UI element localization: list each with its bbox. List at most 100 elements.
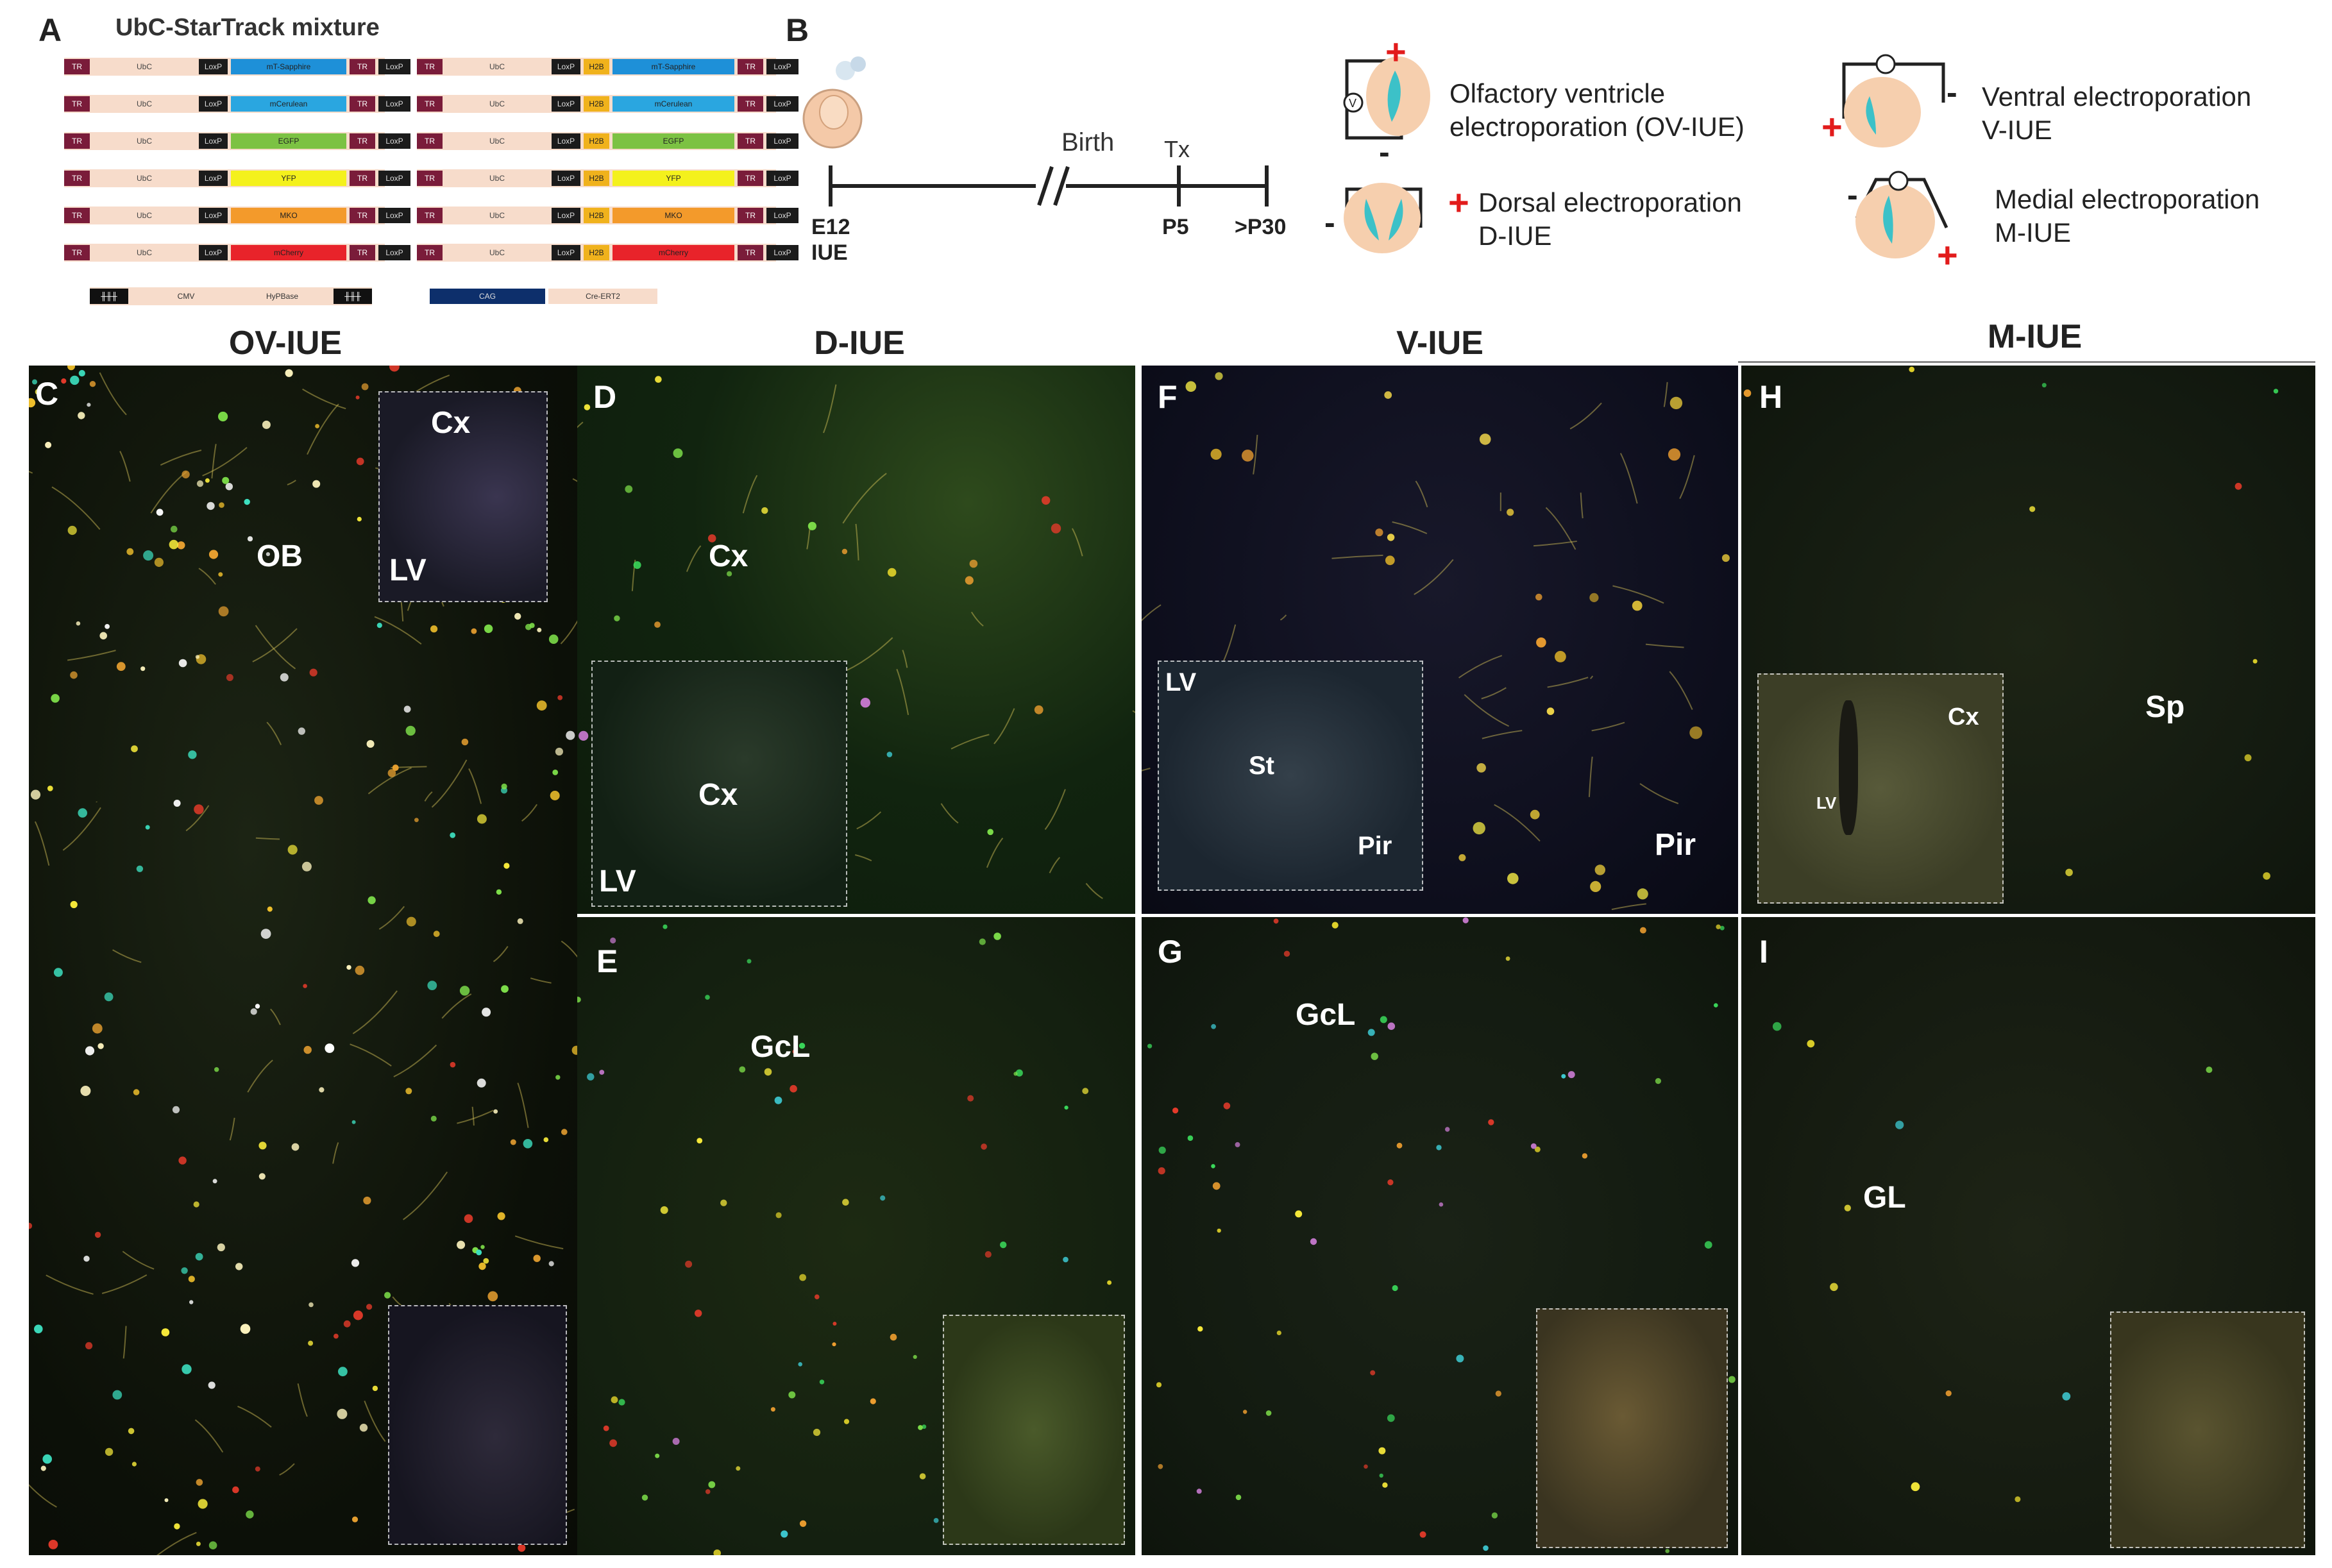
construct-gene: mCerulean [231, 96, 346, 112]
labeled-cell [315, 424, 319, 428]
labeled-cell [47, 786, 53, 791]
construct-tr-left: TR [417, 133, 443, 149]
labeled-cell [987, 829, 993, 836]
construct-lox: LoxP [199, 245, 228, 260]
labeled-cell [178, 659, 187, 668]
hypbase-construct: ╫╫╫ CMV HyPBase ╫╫╫ [90, 287, 372, 305]
construct-tag: H2B [584, 208, 609, 223]
labeled-cell [145, 825, 150, 830]
labeled-cell [503, 863, 510, 869]
panel-f-region-pir: Pir [1655, 828, 1696, 862]
labeled-cell [189, 1300, 194, 1304]
labeled-cell [173, 800, 181, 807]
construct-lox: LoxP [552, 96, 580, 112]
labeled-cell [1546, 707, 1555, 715]
construct-gene: MKO [231, 208, 346, 223]
hypbase-tr-right: ╫╫╫ [334, 289, 372, 304]
labeled-cell [353, 1310, 363, 1320]
neurite [560, 620, 577, 645]
labeled-cell [497, 1212, 505, 1220]
timeline-e12: E12 [811, 215, 850, 239]
labeled-cell [548, 634, 559, 644]
scheme-dorsal-icon [1344, 183, 1423, 253]
panel-d-inset: Cx LV [591, 661, 847, 907]
labeled-cell [143, 550, 154, 561]
construct-tag: H2B [584, 133, 609, 149]
neurite [686, 545, 702, 572]
neurite [468, 768, 482, 804]
neurite [393, 1044, 437, 1077]
construct-tr-left: TR [417, 208, 443, 223]
labeled-cell [813, 1428, 821, 1437]
neurite [1494, 804, 1541, 842]
labeled-cell [337, 1408, 348, 1419]
labeled-cell [2244, 754, 2252, 762]
panel-f-letter: F [1158, 379, 1178, 415]
panel-e: E GcL [577, 917, 1135, 1555]
labeled-cell [1689, 726, 1703, 739]
labeled-cell [841, 548, 848, 555]
construct-lox-end: LoxP [766, 96, 798, 112]
scheme-ventral-line1: Ventral electroporation [1982, 81, 2252, 112]
neurite [940, 803, 959, 824]
hypbase-enzyme: HyPBase [266, 292, 299, 301]
labeled-cell [99, 632, 107, 640]
labeled-cell [301, 861, 312, 872]
labeled-cell [579, 730, 589, 741]
neurite [577, 421, 584, 428]
ventral-minus: - [1947, 74, 1957, 110]
labeled-cell [67, 525, 77, 535]
labeled-cell [887, 568, 897, 577]
labeled-cell [918, 1425, 923, 1430]
neurite [1533, 540, 1577, 547]
neurite [1590, 675, 1594, 680]
labeled-cell [128, 1428, 135, 1435]
labeled-cell [1211, 1024, 1216, 1029]
labeled-cell [1743, 389, 1752, 397]
labeled-cell [1015, 1069, 1023, 1077]
neurite [845, 637, 893, 671]
neurite [51, 486, 101, 530]
labeled-cell [654, 621, 661, 628]
labeled-cell [501, 783, 507, 789]
scheme-medial-line1: Medial electroporation [1995, 184, 2260, 214]
panel-c-inset-top: Cx LV [378, 391, 548, 602]
labeled-cell [1187, 1135, 1194, 1141]
construct-gene: mT-Sapphire [231, 59, 346, 74]
labeled-cell [1034, 705, 1043, 714]
labeled-cell [798, 1362, 802, 1367]
labeled-cell [325, 1043, 335, 1053]
neurite [160, 450, 202, 466]
labeled-cell [487, 1291, 498, 1302]
labeled-cell [194, 804, 204, 814]
olfactory-minus: - [1379, 134, 1390, 170]
labeled-cell [705, 995, 710, 1000]
construct-gene: YFP [613, 171, 734, 186]
neurite [1569, 402, 1602, 430]
neurite [514, 1235, 564, 1250]
construct-lox-end: LoxP [378, 59, 410, 74]
labeled-cell [543, 1137, 549, 1142]
labeled-cell [870, 1398, 876, 1404]
labeled-cell [1380, 1016, 1387, 1024]
labeled-cell [886, 752, 893, 757]
labeled-cell [312, 480, 321, 488]
panel-i-region-gl: GL [1863, 1181, 1906, 1215]
neurite [1085, 882, 1103, 899]
labeled-cell [48, 1540, 58, 1549]
neurite [202, 447, 248, 476]
neurite [364, 1401, 386, 1442]
panel-c: Cx LV C OB [29, 366, 577, 1555]
labeled-cell [660, 1206, 668, 1214]
creert2-promoter: CAG [430, 289, 545, 304]
dorsal-minus: - [1324, 205, 1335, 240]
neurite [34, 821, 50, 866]
labeled-cell [2252, 659, 2258, 664]
construct-tr-left: TR [64, 133, 90, 149]
labeled-cell [35, 389, 42, 395]
labeled-cell [450, 832, 456, 838]
neurite [1645, 643, 1684, 648]
labeled-cell [29, 398, 36, 408]
labeled-cell [477, 1078, 486, 1088]
labeled-cell [70, 900, 78, 909]
